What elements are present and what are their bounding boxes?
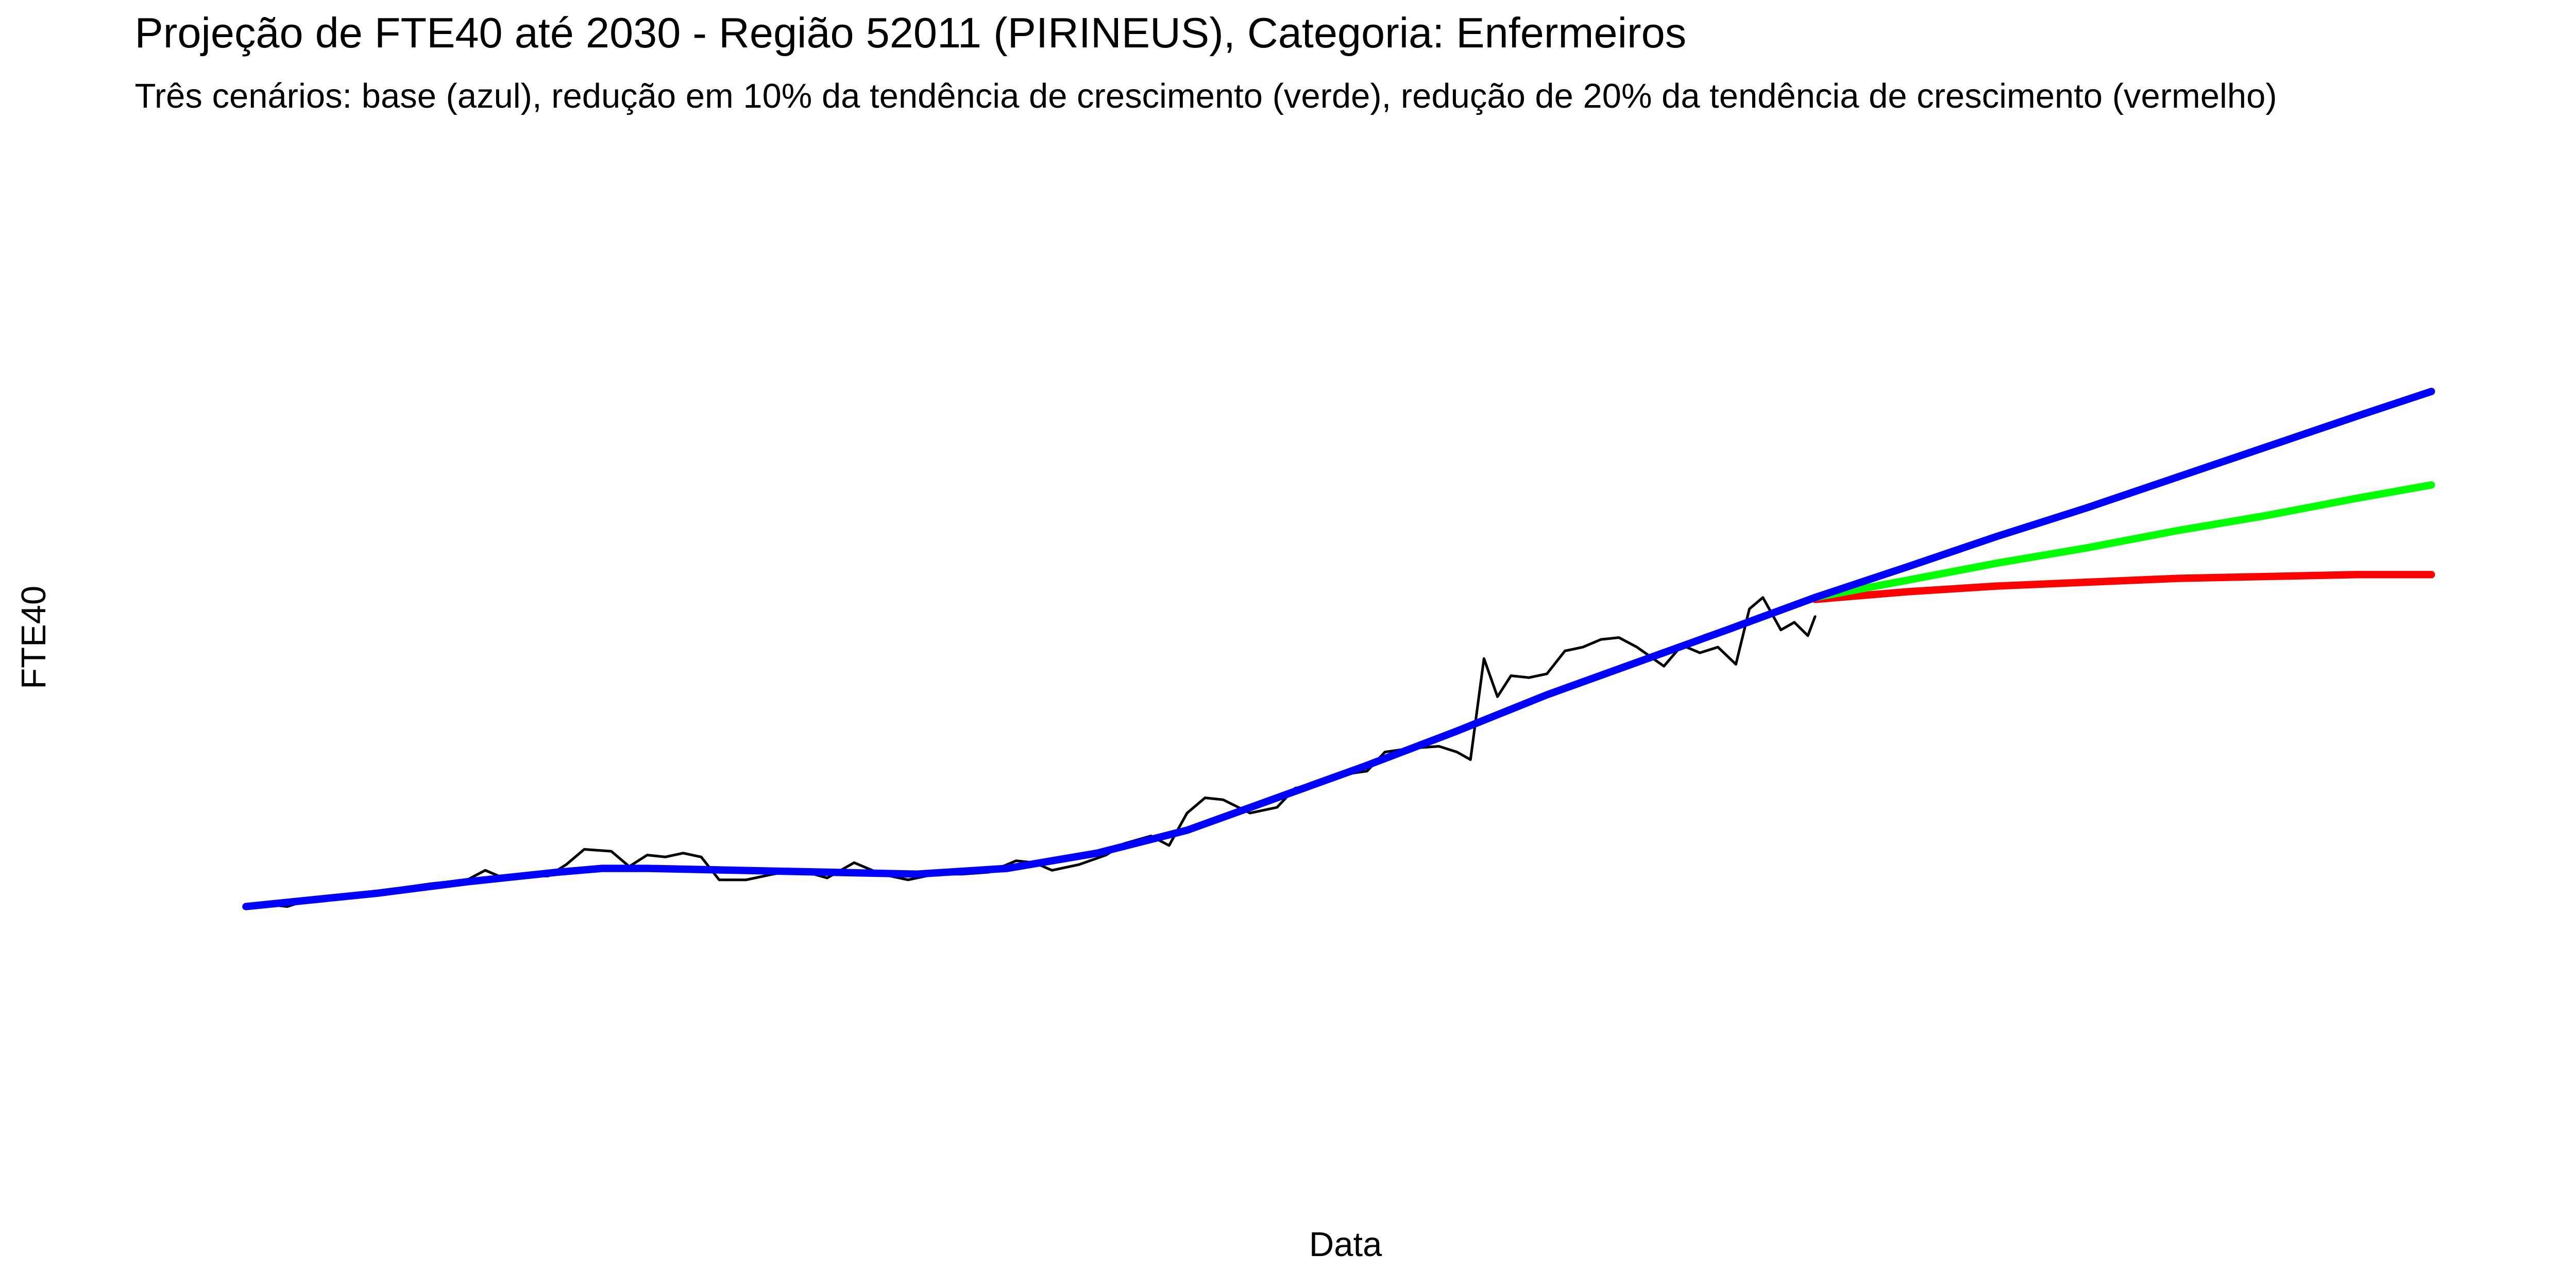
series-line <box>242 594 1819 910</box>
marks <box>242 387 2435 910</box>
chart-subtitle: Três cenários: base (azul), redução em 1… <box>134 77 2277 115</box>
series-line <box>1811 481 2435 601</box>
series-line <box>1811 387 2435 601</box>
x-axis-title: Data <box>1309 1225 1382 1264</box>
series-line <box>1811 571 2435 603</box>
chart-title: Projeção de FTE40 até 2030 - Região 5201… <box>134 9 1686 57</box>
y-axis-title: FTE40 <box>14 586 53 689</box>
